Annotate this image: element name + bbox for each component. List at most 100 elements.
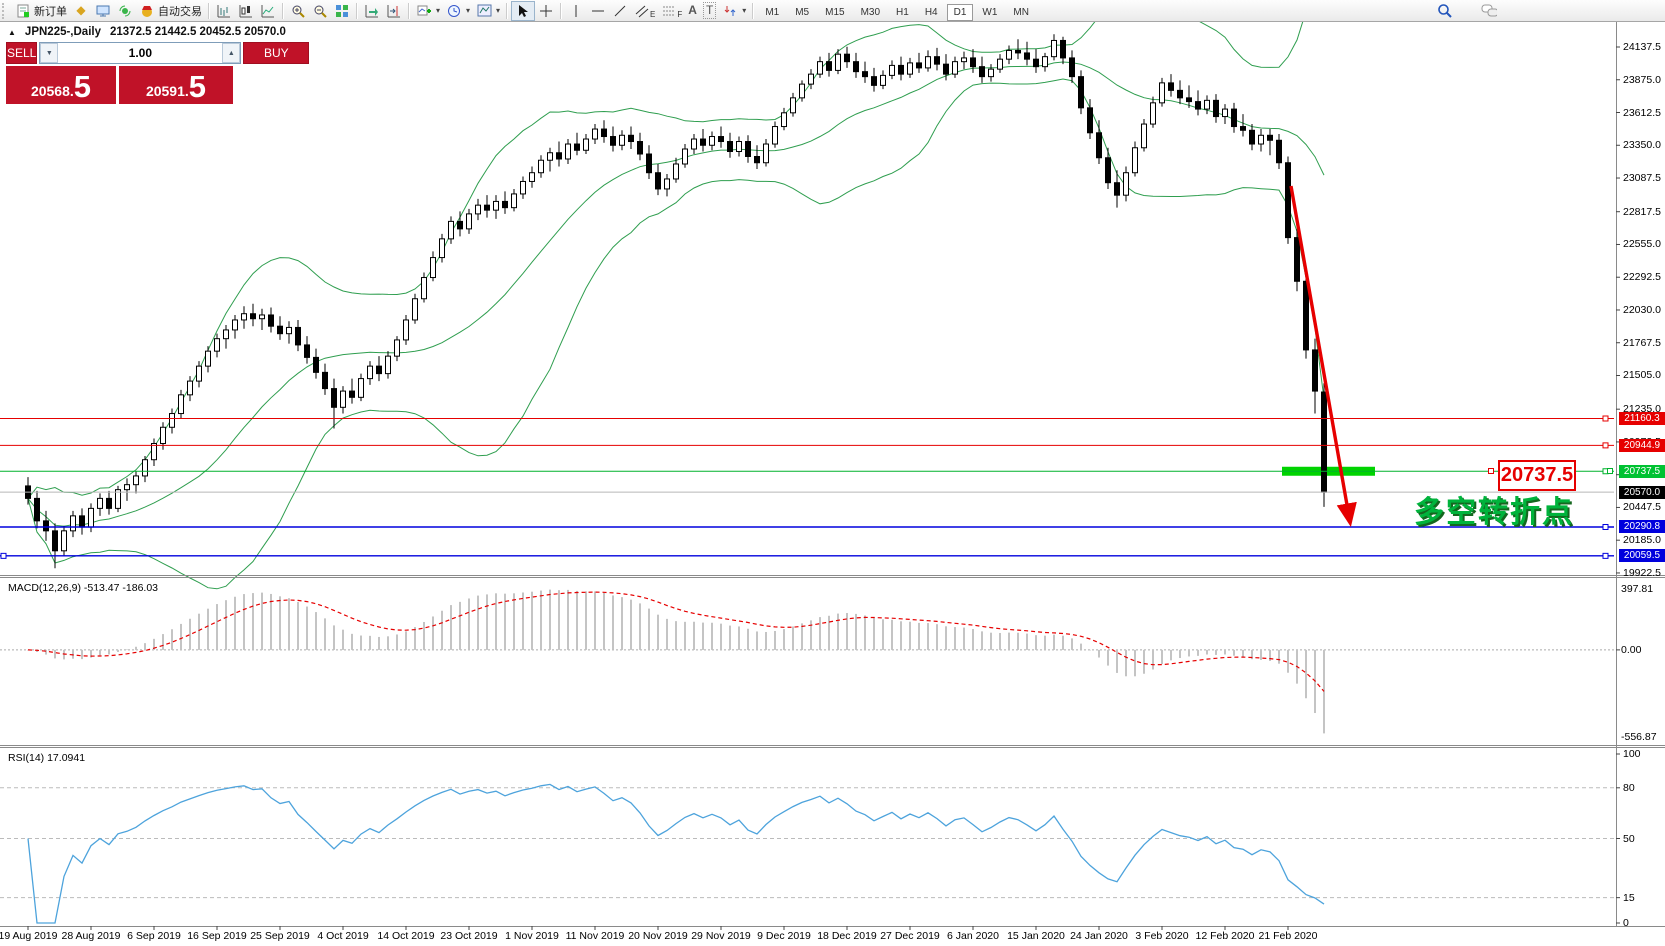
timeframe-M5[interactable]: M5 — [795, 6, 810, 18]
bar-chart-icon — [216, 3, 232, 18]
candle-chart-icon — [238, 3, 254, 18]
toolbar-separator — [752, 2, 755, 19]
buy-price-sep: . — [184, 83, 189, 99]
timeframe-H4[interactable]: H4 — [924, 6, 938, 18]
one-click-price-row: 20568. 5 20591. 5 — [6, 66, 233, 104]
hline-tool-button[interactable] — [587, 2, 609, 20]
tile-windows-icon — [334, 3, 350, 18]
chevron-down-icon: ▾ — [466, 6, 471, 15]
autotrade-icon — [139, 3, 155, 18]
sell-price-main: 20568 — [30, 83, 70, 99]
channel-letter: E — [650, 9, 656, 19]
chevron-down-icon: ▾ — [496, 6, 501, 15]
volume-spinner: ▼ ▲ — [39, 42, 242, 64]
crosshair-tool-button[interactable] — [535, 2, 557, 20]
symbol-period-label: JPN225-,Daily — [24, 26, 101, 38]
auto-scroll-button[interactable] — [361, 2, 383, 20]
trendline-icon — [612, 3, 628, 18]
arrows-tool-button[interactable]: ▾ — [719, 2, 749, 20]
line-chart-icon — [260, 3, 276, 18]
new-order-button[interactable]: 新订单 — [12, 2, 70, 20]
buy-button[interactable]: BUY — [243, 42, 310, 64]
tile-windows-button[interactable] — [331, 2, 353, 20]
equidistant-channel-icon — [634, 3, 650, 18]
sell-button[interactable]: SELL — [6, 42, 38, 64]
toolbar-separator — [208, 2, 210, 19]
macd-indicator-label: MACD(12,26,9) -513.47 -186.03 — [8, 582, 158, 594]
price-annotation-box[interactable]: 20737.5 — [1498, 460, 1576, 491]
one-click-trading-panel: SELL ▼ ▲ BUY 20568.5 20591.5 — [6, 42, 310, 106]
oneclick-collapse-icon[interactable]: ▲ — [8, 28, 16, 37]
autotrade-button[interactable]: 自动交易 — [136, 2, 205, 20]
clock-icon — [446, 3, 462, 18]
label-tool-button[interactable]: T — [700, 2, 719, 20]
chevron-down-icon: ▾ — [742, 6, 747, 15]
zoom-out-icon — [312, 3, 328, 18]
timeframe-M15[interactable]: M15 — [825, 6, 845, 18]
sell-price-sep: . — [69, 83, 74, 99]
trendline-tool-button[interactable] — [609, 2, 631, 20]
indicators-button[interactable]: ▾ — [413, 2, 443, 20]
volume-input[interactable] — [58, 43, 223, 63]
chart-shift-icon — [386, 3, 402, 18]
periods-button[interactable]: ▾ — [443, 2, 473, 20]
toolbar-grip[interactable] — [2, 2, 9, 19]
signal-button[interactable] — [114, 2, 136, 20]
template-icon — [476, 3, 492, 18]
diamond-icon: ◆ — [76, 3, 86, 17]
buy-price-main: 20591 — [145, 83, 185, 99]
fibonacci-icon — [661, 3, 677, 18]
profiles-button[interactable] — [92, 2, 114, 20]
timeframe-M30[interactable]: M30 — [860, 6, 881, 18]
down-arrow-annotation — [1289, 185, 1357, 528]
timeframe-MN[interactable]: MN — [1013, 6, 1029, 18]
new-order-label: 新订单 — [34, 5, 67, 18]
fibonacci-tool-button[interactable]: F — [658, 2, 685, 20]
main-toolbar: 新订单 ◆ 自动交易 ▾ — [0, 0, 1665, 22]
buy-price[interactable]: 20591. 5 — [119, 66, 233, 104]
market-watch-button[interactable]: ◆ — [70, 2, 92, 20]
toolbar-separator — [560, 2, 563, 19]
autotrade-label: 自动交易 — [158, 5, 202, 18]
chart-shift-button[interactable] — [383, 2, 405, 20]
cursor-icon — [515, 3, 531, 18]
sell-price-big-digit: 5 — [73, 69, 92, 104]
timeframe-D1[interactable]: D1 — [946, 3, 974, 21]
rsi-indicator-label: RSI(14) 17.0941 — [8, 752, 86, 764]
chevron-down-icon: ▾ — [436, 6, 441, 15]
search-icon[interactable] — [1437, 3, 1453, 18]
timeframe-H1[interactable]: H1 — [896, 6, 909, 18]
zoom-in-button[interactable] — [287, 2, 309, 20]
sell-price[interactable]: 20568. 5 — [6, 66, 116, 104]
bar-chart-button[interactable] — [213, 2, 235, 20]
templates-button[interactable]: ▾ — [473, 2, 503, 20]
zoom-in-icon — [290, 3, 306, 18]
turning-point-annotation[interactable]: 多空转折点 — [1414, 496, 1574, 529]
ohlc-values: 21372.5 21442.5 20452.5 20570.0 — [110, 26, 286, 38]
toolbar-separator — [282, 2, 284, 19]
signal-icon — [117, 3, 133, 18]
text-tool-button[interactable]: A — [685, 2, 700, 20]
line-chart-button[interactable] — [257, 2, 279, 20]
toolbar-right-group — [1437, 1, 1497, 20]
timeframe-M1[interactable]: M1 — [765, 6, 780, 18]
vline-tool-button[interactable] — [565, 2, 587, 20]
timeframe-bar: M1 M5 M15 M30 H1 H4 D1 W1 MN — [757, 2, 1037, 21]
chat-icon[interactable] — [1481, 3, 1497, 18]
candle-chart-button[interactable] — [235, 2, 257, 20]
channel-tool-button[interactable]: E — [631, 2, 658, 20]
horizontal-line-icon — [590, 3, 606, 18]
zoom-out-button[interactable] — [309, 2, 331, 20]
monitor-icon — [95, 3, 111, 18]
timeframe-W1[interactable]: W1 — [982, 6, 998, 18]
toolbar-separator — [356, 2, 358, 19]
chart-title: ▲ JPN225-,Daily 21372.5 21442.5 20452.5 … — [8, 26, 286, 38]
cursor-tool-button[interactable] — [511, 0, 536, 21]
new-order-icon — [15, 3, 31, 18]
volume-increase-button[interactable]: ▲ — [222, 43, 241, 63]
auto-scroll-icon — [364, 3, 380, 18]
arrows-icon — [722, 3, 738, 18]
volume-decrease-button[interactable]: ▼ — [40, 43, 59, 63]
